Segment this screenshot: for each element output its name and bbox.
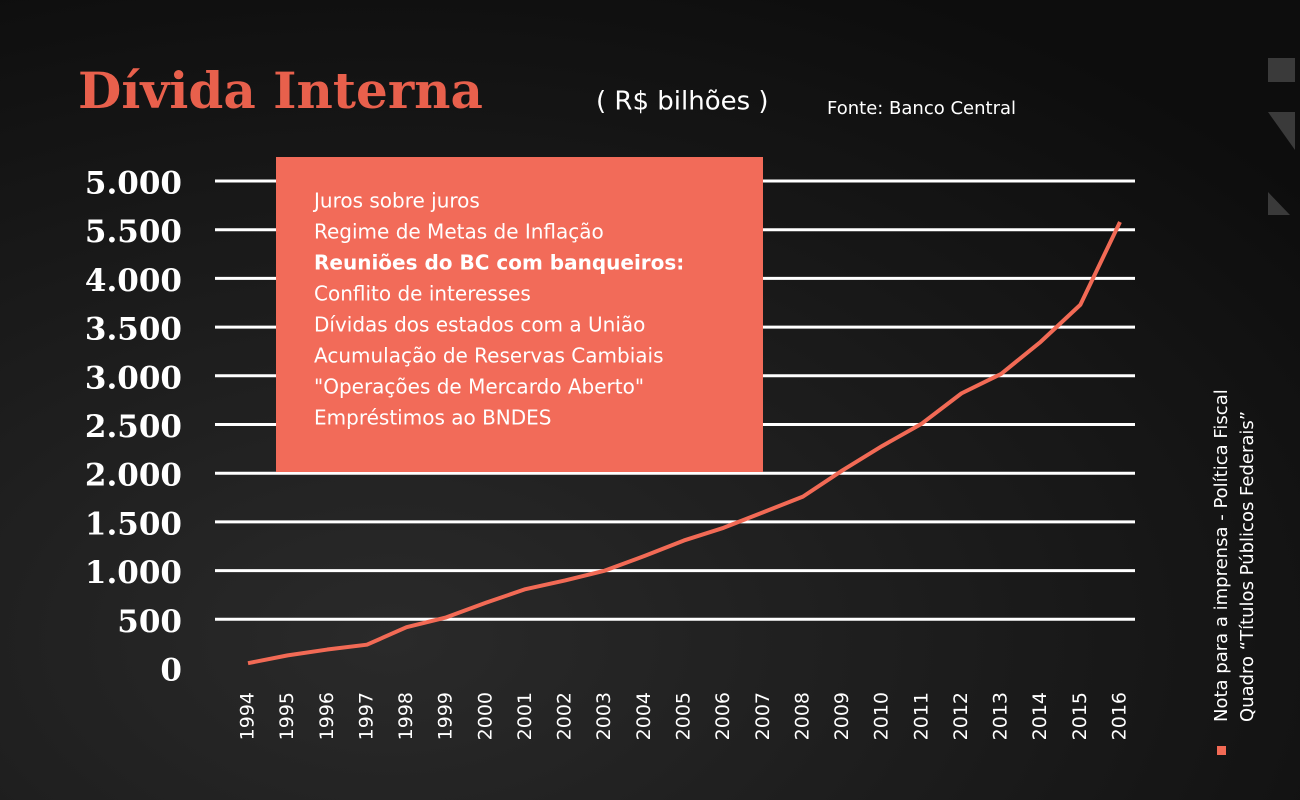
data-line xyxy=(247,221,1122,666)
annotation-text: Reuniões do BC com banqueiros: xyxy=(314,251,684,275)
x-tick-label: 1999 xyxy=(435,692,457,740)
x-tick-label: 2012 xyxy=(950,692,972,740)
annotation-box xyxy=(276,157,763,472)
annotation-text: "Operações de Mercardo Aberto" xyxy=(314,375,644,399)
x-tick-label: 1995 xyxy=(276,692,298,740)
annotation-text: Empréstimos ao BNDES xyxy=(314,406,551,430)
subtitle: ( R$ bilhões ) xyxy=(596,87,769,117)
y-tick-label: 0 xyxy=(160,653,182,689)
x-tick-label: 2016 xyxy=(1109,692,1131,740)
annotation-text: Acumulação de Reservas Cambiais xyxy=(314,344,663,368)
y-tick-label: 3.500 xyxy=(85,312,182,348)
x-tick-label: 2010 xyxy=(871,692,893,740)
x-tick-label: 2007 xyxy=(752,692,774,740)
y-tick-label: 500 xyxy=(117,604,182,640)
x-tick-label: 2013 xyxy=(990,692,1012,740)
x-tick-label: 2001 xyxy=(514,692,536,740)
annotation-text: Conflito de interesses xyxy=(314,282,531,306)
y-tick-label: 1.000 xyxy=(85,555,182,591)
source: Fonte: Banco Central xyxy=(827,98,1016,119)
y-tick-label: 2.500 xyxy=(85,409,182,445)
annotation-text: Regime de Metas de Inflação xyxy=(314,220,604,244)
y-tick-label: 4.000 xyxy=(85,263,182,299)
x-tick-label: 2006 xyxy=(712,692,734,740)
note-marker xyxy=(1217,746,1226,755)
x-tick-label: 1994 xyxy=(237,692,259,740)
annotation-text: Dívidas dos estados com a União xyxy=(314,313,645,337)
chart-title: Dívida Interna xyxy=(78,61,483,120)
x-tick-label: 2005 xyxy=(673,692,695,740)
x-tick-label: 2008 xyxy=(791,692,813,740)
x-tick-label: 2014 xyxy=(1029,692,1051,740)
x-tick-label: 1997 xyxy=(355,692,377,740)
x-tick-label: 2003 xyxy=(593,692,615,740)
x-tick-label: 2000 xyxy=(474,692,496,740)
x-tick-label: 2015 xyxy=(1069,692,1091,740)
x-tick-label: 1996 xyxy=(316,692,338,740)
x-tick-label: 2002 xyxy=(554,692,576,740)
note: Nota para a imprensa - Política Fiscal xyxy=(1211,389,1232,722)
note: Quadro “Títulos Públicos Federais” xyxy=(1237,411,1258,722)
y-tick-label: 1.500 xyxy=(85,506,182,542)
x-tick-label: 2011 xyxy=(910,692,932,740)
annotation-text: Juros sobre juros xyxy=(312,189,480,213)
x-tick-label: 2004 xyxy=(633,692,655,740)
x-tick-label: 1998 xyxy=(395,692,417,740)
y-tick-label: 2.000 xyxy=(85,458,182,494)
y-tick-label: 5.000 xyxy=(85,166,182,202)
decoration xyxy=(1268,58,1295,215)
y-tick-label: 3.000 xyxy=(85,360,182,396)
y-tick-label: 5.500 xyxy=(85,214,182,250)
x-tick-label: 2009 xyxy=(831,692,853,740)
